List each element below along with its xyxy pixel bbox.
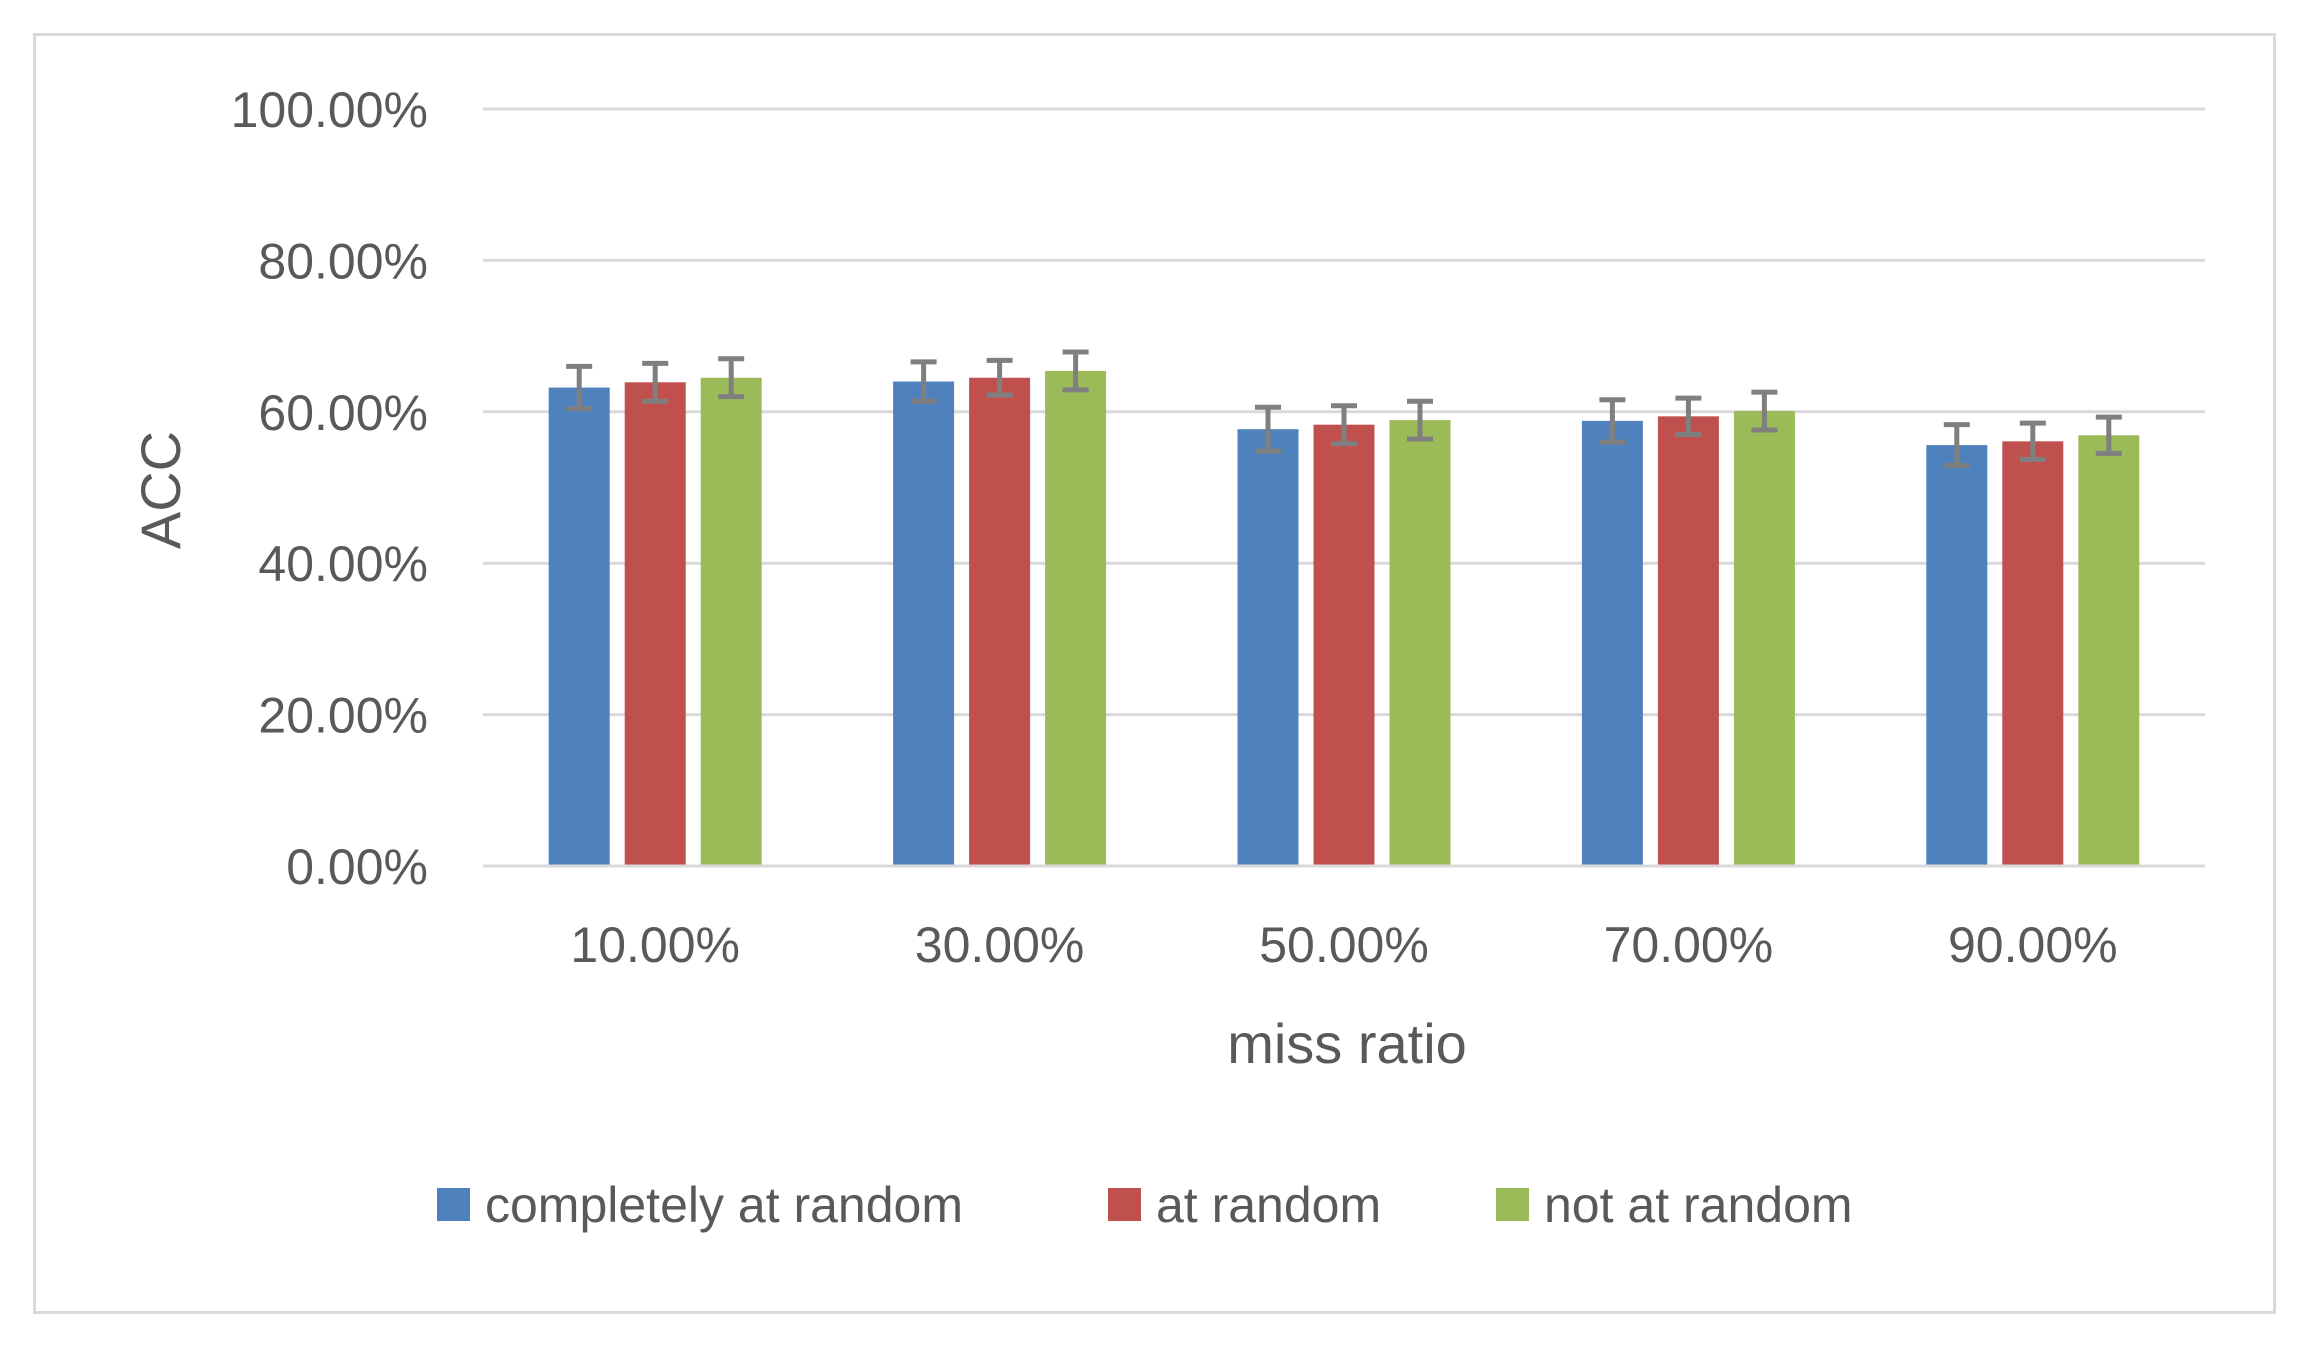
bar: [1581, 420, 1643, 866]
bar: [969, 377, 1031, 866]
legend-swatch: [1108, 1188, 1141, 1221]
x-tick-label: 50.00%: [1259, 917, 1429, 973]
legend-swatch: [1496, 1188, 1529, 1221]
y-tick-label: 60.00%: [258, 385, 428, 441]
y-tick-label: 80.00%: [258, 233, 428, 289]
error-bar: [910, 359, 937, 404]
x-tick-label: 30.00%: [915, 917, 1085, 973]
bar: [1733, 411, 1795, 866]
x-tick-label: 90.00%: [1948, 917, 2118, 973]
y-tick-label: 20.00%: [258, 688, 428, 744]
x-tick-label: 10.00%: [570, 917, 740, 973]
y-tick-label: 40.00%: [258, 536, 428, 592]
error-bar: [1675, 395, 1702, 438]
legend-item: completely at random: [437, 1177, 963, 1233]
x-tick-labels: 10.00% 30.00% 50.00% 70.00% 90.00%: [483, 864, 2205, 973]
y-tick-labels: 0.00% 20.00% 40.00% 60.00% 80.00% 100.00%: [231, 82, 428, 895]
bar: [1045, 370, 1107, 866]
bar: [1313, 424, 1375, 866]
chart-frame: [33, 33, 2276, 1314]
legend-label: completely at random: [485, 1177, 963, 1233]
legend-item: not at random: [1496, 1177, 1853, 1233]
legend-label: not at random: [1544, 1177, 1853, 1233]
x-axis-label: miss ratio: [1227, 1012, 1467, 1075]
error-bar: [718, 356, 745, 400]
y-axis-label: ACC: [129, 431, 192, 549]
x-tick-label: 70.00%: [1604, 917, 1774, 973]
bar: [700, 377, 762, 866]
bar: [1657, 416, 1719, 866]
error-bar: [1255, 404, 1281, 454]
error-bar: [1751, 389, 1778, 433]
error-bar: [2095, 414, 2122, 456]
bar: [1926, 445, 1988, 866]
bar: [624, 382, 686, 866]
error-bars: [566, 349, 2122, 469]
error-bar: [642, 360, 669, 404]
bar: [1237, 429, 1299, 866]
error-bar: [986, 357, 1013, 398]
error-bar: [1331, 403, 1357, 447]
legend-label: at random: [1156, 1177, 1381, 1233]
error-bar: [2019, 420, 2046, 462]
y-tick-label: 0.00%: [286, 839, 428, 895]
error-bar: [1407, 398, 1433, 442]
bar: [2078, 435, 2140, 866]
bar: [1389, 420, 1451, 866]
bars: [548, 370, 2140, 866]
y-tick-label: 100.00%: [231, 82, 428, 138]
bar: [2002, 441, 2064, 866]
legend-item: at random: [1108, 1177, 1381, 1233]
legend: completely at random at random not at rand…: [437, 1177, 1853, 1233]
legend-swatch: [437, 1188, 470, 1221]
error-bar: [1599, 397, 1626, 445]
error-bar: [1062, 349, 1089, 393]
bar: [548, 387, 610, 866]
error-bar: [566, 363, 593, 412]
bar: [893, 381, 955, 866]
error-bar: [1943, 422, 1970, 469]
